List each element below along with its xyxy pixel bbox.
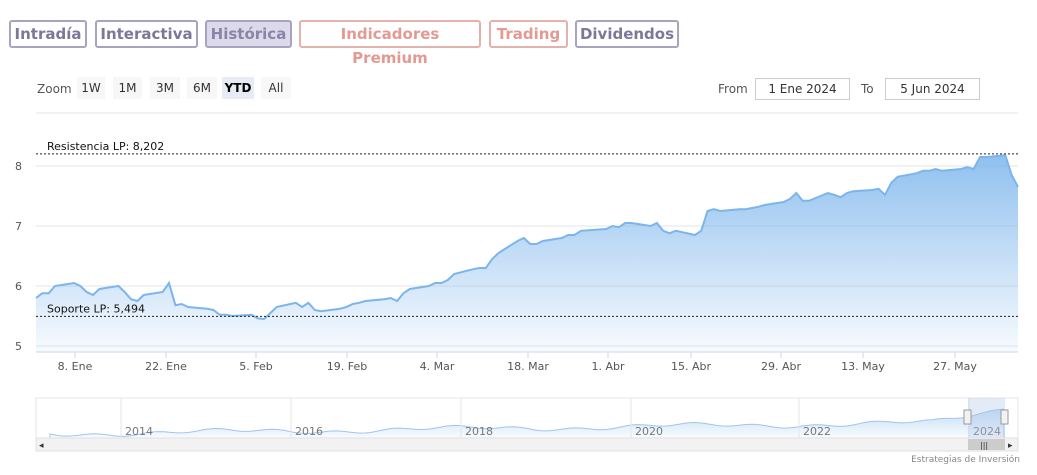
navigator-scrollbar[interactable]: [35, 437, 1019, 452]
scrollbar-grip-icon: |||: [980, 441, 988, 450]
price-area: [36, 155, 1018, 352]
to-date-input[interactable]: 5 Jun 2024: [885, 78, 980, 100]
navigator-series: [49, 408, 1005, 439]
zoom-3m-button[interactable]: 3M: [150, 77, 180, 99]
price-chart[interactable]: 5 6 7 8 Resistencia LP: 8,202 Soporte LP: 5,…: [0, 110, 1037, 470]
zoom-ytd-button[interactable]: YTD: [222, 77, 254, 99]
navigator-year-label: 2022: [803, 425, 831, 438]
tab-indicadores-premium[interactable]: Indicadores Premium: [299, 20, 481, 67]
x-tick-label: 13. May: [841, 360, 885, 373]
x-tick-label: 4. Mar: [420, 360, 455, 373]
scroll-right-arrow-icon[interactable]: ▸: [1008, 441, 1013, 451]
y-tick-label: 5: [15, 340, 22, 353]
y-tick-label: 6: [15, 280, 22, 293]
y-tick-label: 7: [15, 220, 22, 233]
range-toolbar: Zoom 1W 1M 3M 6M YTD All From 1 Ene 2024…: [0, 76, 1037, 102]
navigator-year-label: 2018: [465, 425, 493, 438]
tab-interactiva[interactable]: Interactiva: [95, 20, 198, 48]
x-tick-label: 27. May: [933, 360, 977, 373]
x-tick-label: 5. Feb: [239, 360, 272, 373]
navigator-years: 2014 2016 2018 2020 2022 2024: [120, 398, 1001, 438]
y-tick-label: 8: [15, 160, 22, 173]
x-tick-label: 29. Abr: [761, 360, 801, 373]
x-tick-label: 1. Abr: [591, 360, 624, 373]
zoom-1w-button[interactable]: 1W: [77, 77, 105, 99]
x-tick-label: 18. Mar: [507, 360, 549, 373]
from-label: From: [718, 82, 748, 96]
zoom-all-button[interactable]: All: [261, 77, 291, 99]
zoom-6m-button[interactable]: 6M: [187, 77, 217, 99]
tab-historica[interactable]: Histórica: [205, 20, 292, 48]
y-axis: 5 6 7 8: [15, 160, 22, 353]
x-axis: 8. Ene 22. Ene 5. Feb 19. Feb 4. Mar 18. Mar 1…: [58, 352, 977, 373]
credits-text: Estrategias de Inversión: [911, 455, 1020, 465]
x-tick-label: 15. Abr: [671, 360, 711, 373]
price-line: [35, 154, 1019, 321]
navigator-year-label: 2024: [973, 425, 1001, 438]
navigator-right-handle[interactable]: [1000, 409, 1009, 425]
x-tick-label: 22. Ene: [145, 360, 187, 373]
tab-dividendos[interactable]: Dividendos: [575, 20, 679, 48]
navigator-year-label: 2016: [295, 425, 323, 438]
navigator-year-label: 2014: [125, 425, 153, 438]
resistance-label: Resistencia LP: 8,202: [47, 140, 164, 153]
navigator-year-label: 2020: [635, 425, 663, 438]
x-tick-label: 8. Ene: [58, 360, 93, 373]
support-label: Soporte LP: 5,494: [47, 302, 145, 315]
zoom-1m-button[interactable]: 1M: [113, 77, 142, 99]
tab-intradia[interactable]: Intradía: [9, 20, 87, 48]
from-date-input[interactable]: 1 Ene 2024: [755, 78, 850, 100]
x-tick-label: 19. Feb: [327, 360, 367, 373]
scroll-left-arrow-icon[interactable]: ◂: [39, 441, 44, 451]
to-label: To: [861, 82, 874, 96]
annotations: Resistencia LP: 8,202 Soporte LP: 5,494: [36, 140, 1018, 317]
navigator-selection[interactable]: [968, 398, 1005, 438]
zoom-label: Zoom: [37, 82, 72, 96]
navigator[interactable]: 2014 2016 2018 2020 2022 2024 ||| ◂ ▸: [35, 397, 1019, 452]
scrollbar-thumb[interactable]: [968, 439, 1005, 450]
navigator-left-handle[interactable]: [963, 409, 972, 425]
tab-trading[interactable]: Trading: [489, 20, 568, 48]
